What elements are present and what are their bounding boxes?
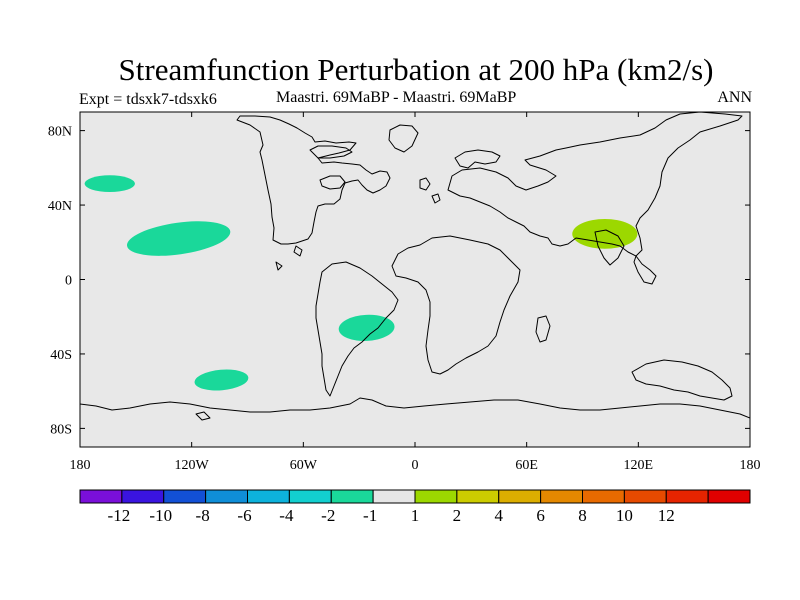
coastline-indochina xyxy=(633,255,657,285)
lat-tick-label: 80S xyxy=(50,422,72,437)
lon-tick-label: 60W xyxy=(290,458,318,473)
colorbar-swatch xyxy=(540,489,583,504)
coastline-island xyxy=(275,261,283,271)
anomaly-northpacific xyxy=(84,175,135,193)
lon-tick-label: 0 xyxy=(412,458,419,473)
colorbar-swatch xyxy=(665,489,709,504)
lat-tick-label: 80N xyxy=(48,125,72,140)
colorbar-label: -12 xyxy=(108,506,131,525)
coastline-north-america xyxy=(236,115,391,245)
colorbar-label: 6 xyxy=(536,506,545,525)
colorbar-label: -8 xyxy=(196,506,210,525)
coastline-island xyxy=(293,245,303,257)
coastline-madagascar xyxy=(535,315,551,343)
anomaly-southpacific xyxy=(194,369,249,391)
colorbar-swatch xyxy=(582,489,625,504)
lon-tick-label: 180 xyxy=(740,458,761,473)
colorbar-swatch xyxy=(205,489,248,504)
colorbar-swatch xyxy=(163,489,207,504)
coastline-island xyxy=(319,175,346,190)
colorbar: -12 -10 -8 -6 -4 -2 -1 1 2 4 6 8 10 12 xyxy=(79,489,751,525)
colorbar-label: -6 xyxy=(237,506,251,525)
anomaly-eastpacific-tropics xyxy=(126,221,231,256)
axis-ticks: 180 120W 60W 0 60E 120E 180 80N 40N 0 40S 80S xyxy=(48,112,761,473)
colorbar-swatch xyxy=(247,489,290,504)
map-background xyxy=(80,112,750,447)
coastline-india xyxy=(594,229,625,266)
lon-tick-label: 120E xyxy=(624,458,654,473)
anomaly-southasia xyxy=(572,219,638,249)
colorbar-swatch xyxy=(498,489,542,504)
colorbar-label: 12 xyxy=(658,506,675,525)
period-label: Maastri. 69MaBP - Maastri. 69MaBP xyxy=(276,89,517,106)
colorbar-swatch xyxy=(623,489,667,504)
coastline-africa xyxy=(391,235,521,375)
coastline-island xyxy=(419,177,431,191)
lon-tick-label: 180 xyxy=(70,458,91,473)
colorbar-label: -2 xyxy=(321,506,335,525)
coastline-eurasia xyxy=(447,112,743,257)
colorbar-label: -1 xyxy=(363,506,377,525)
colorbar-swatch xyxy=(330,489,374,504)
coastline-island xyxy=(309,145,353,159)
lat-tick-label: 40S xyxy=(50,348,72,363)
map-title: Streamfunction Perturbation at 200 hPa (… xyxy=(118,52,714,87)
colorbar-swatch xyxy=(121,489,165,504)
colorbar-label: 4 xyxy=(495,506,504,525)
colorbar-swatch xyxy=(707,489,751,504)
coastline-scandinavia xyxy=(454,149,501,169)
coastline-antarctica xyxy=(80,397,750,419)
colorbar-label: -4 xyxy=(279,506,294,525)
colorbar-label: 8 xyxy=(578,506,587,525)
colorbar-swatch xyxy=(288,489,332,504)
colorbar-label: -10 xyxy=(149,506,172,525)
coastline-south-america xyxy=(315,261,399,397)
anomaly-southatlantic xyxy=(338,314,395,341)
colorbar-label: 10 xyxy=(616,506,633,525)
coastline-australia xyxy=(631,359,733,401)
anomaly-layer xyxy=(84,175,638,391)
lon-tick-label: 120W xyxy=(175,458,210,473)
season-label: ANN xyxy=(717,89,752,106)
lat-tick-label: 40N xyxy=(48,199,72,214)
coastlines xyxy=(80,112,750,421)
coastline-greenland xyxy=(388,124,419,153)
colorbar-label: 1 xyxy=(411,506,420,525)
coastline-island xyxy=(195,411,211,421)
lat-tick-label: 0 xyxy=(65,274,72,289)
colorbar-label: 2 xyxy=(453,506,462,525)
experiment-label: Expt = tdsxk7-tdsxk6 xyxy=(79,91,217,108)
lon-tick-label: 60E xyxy=(515,458,538,473)
colorbar-swatch xyxy=(79,489,123,504)
colorbar-swatch xyxy=(456,489,500,504)
colorbar-swatch xyxy=(414,489,458,504)
colorbar-swatch xyxy=(372,489,416,504)
coastline-island xyxy=(431,193,441,204)
